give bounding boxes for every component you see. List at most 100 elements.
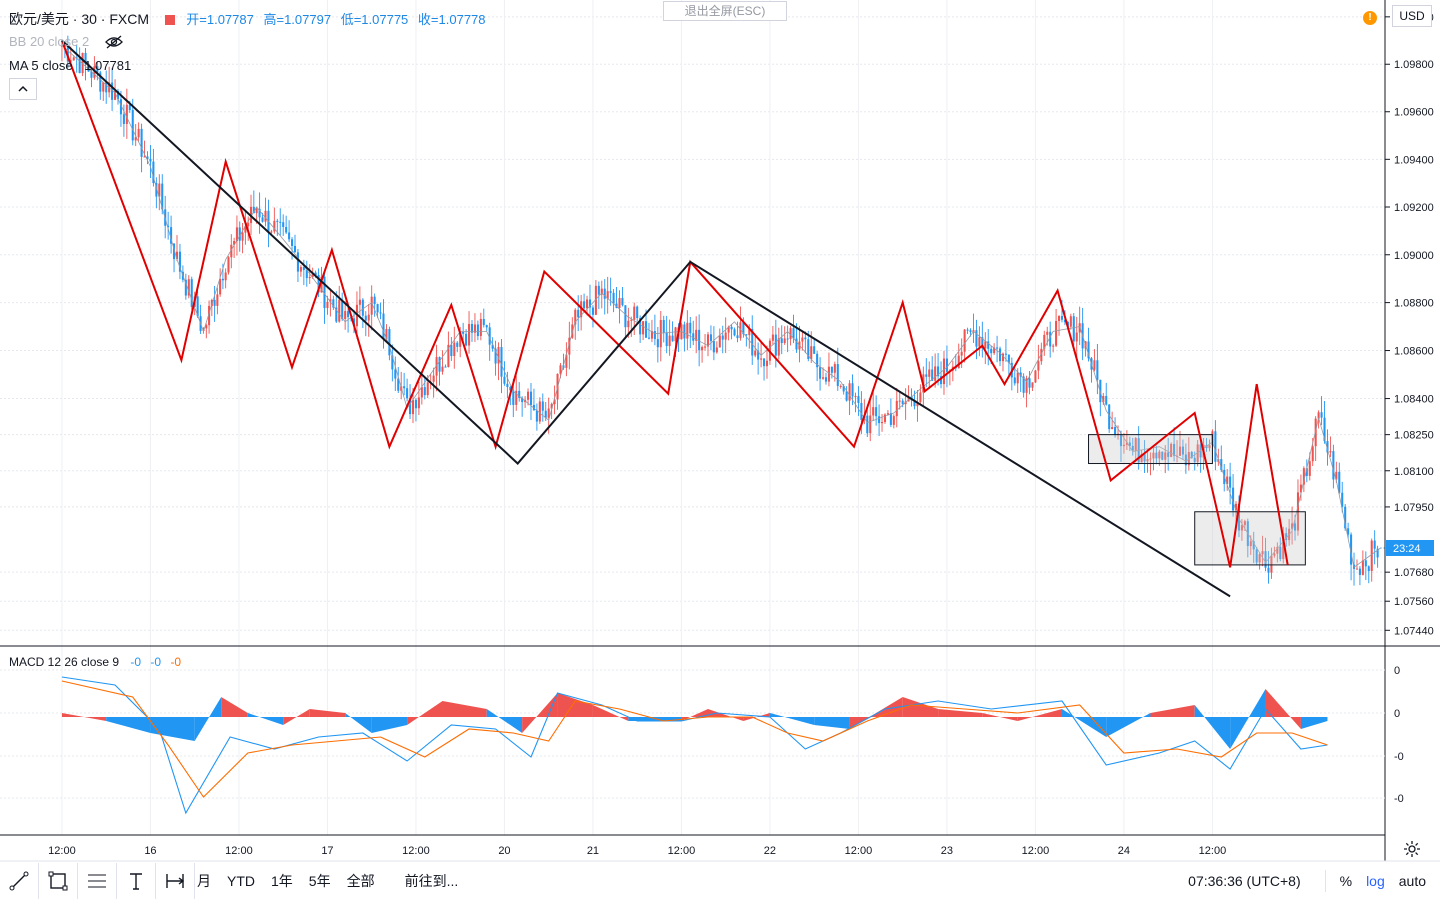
candle-body xyxy=(872,407,875,416)
candle-body xyxy=(423,387,426,396)
candle-body xyxy=(771,334,774,341)
candle-body xyxy=(1057,316,1061,321)
candle-body xyxy=(388,329,391,356)
status-bar: 07:36:36 (UTC+8) % log auto xyxy=(1188,862,1440,900)
candle-body xyxy=(143,156,146,158)
macd-histogram-bar xyxy=(743,713,770,721)
currency-badge[interactable]: USD xyxy=(1392,5,1432,27)
candle-body xyxy=(990,348,993,354)
candle-body xyxy=(1305,468,1308,476)
candle-body xyxy=(417,397,420,409)
candle-body xyxy=(671,335,674,342)
candle-body xyxy=(518,390,521,398)
candle-body xyxy=(323,276,326,308)
macd-histogram-bar xyxy=(902,697,939,717)
candle-body xyxy=(822,377,825,379)
price-tick-label: 1.07560 xyxy=(1394,596,1434,608)
fib-tool-button[interactable] xyxy=(78,863,117,899)
candle-body xyxy=(1279,547,1282,560)
time-tick-label: 21 xyxy=(587,845,599,857)
candle-body xyxy=(1043,334,1046,349)
ma-legend[interactable]: MA 5 close 1.07781 xyxy=(9,58,131,73)
candle-body xyxy=(1049,331,1052,347)
symbol-title[interactable]: 欧元/美元 · 30 · FXCM xyxy=(9,11,150,27)
range-all-button[interactable]: 全部 xyxy=(346,873,375,889)
range-month-button[interactable]: 月 xyxy=(197,873,211,889)
candle-body xyxy=(1367,566,1370,571)
candle-body xyxy=(942,358,946,385)
settings-gear-icon[interactable] xyxy=(1403,840,1421,858)
collapse-legend-button[interactable] xyxy=(9,78,37,100)
time-tick-label: 17 xyxy=(321,845,333,857)
macd-legend[interactable]: MACD 12 26 close 9 -0 -0 -0 xyxy=(9,655,181,669)
time-tick-label: 20 xyxy=(498,845,510,857)
macd-histogram-bar xyxy=(345,713,372,733)
candle-body xyxy=(221,278,224,281)
auto-toggle[interactable]: auto xyxy=(1398,873,1426,889)
price-tick-label: 1.09000 xyxy=(1394,250,1434,262)
candle-body xyxy=(665,332,668,347)
macd-histogram-bar xyxy=(814,717,850,729)
candle-body xyxy=(282,222,285,227)
candle-body xyxy=(170,227,173,244)
bb-legend[interactable]: BB 20 close 2 xyxy=(9,34,123,52)
candle-body xyxy=(925,374,928,377)
exit-fullscreen-button[interactable]: 退出全屏(ESC) xyxy=(663,1,787,21)
range-5y-button[interactable]: 5年 xyxy=(308,873,331,889)
candle-body xyxy=(521,397,524,403)
candle-body xyxy=(1096,360,1099,380)
candle-body xyxy=(317,275,320,293)
candle-body xyxy=(1040,348,1043,362)
candle-body xyxy=(1240,525,1243,531)
candle-body xyxy=(875,407,878,417)
macd-histogram-bar xyxy=(1150,705,1195,717)
candle-body xyxy=(1173,443,1176,456)
candle-body xyxy=(553,399,556,405)
candle-body xyxy=(804,337,807,340)
range-1y-button[interactable]: 1年 xyxy=(271,873,293,889)
candle-body xyxy=(1344,506,1347,529)
trend-line xyxy=(61,39,1231,598)
percent-toggle[interactable]: % xyxy=(1339,873,1353,889)
candle-body xyxy=(760,358,763,360)
candle-body xyxy=(1338,471,1341,493)
range-ytd-button[interactable]: YTD xyxy=(227,873,255,889)
candle-body xyxy=(934,366,937,381)
text-tool-button[interactable] xyxy=(117,863,156,899)
candle-body xyxy=(718,335,721,348)
candle-body xyxy=(116,91,120,100)
ma-line xyxy=(61,45,1381,568)
macd-histogram-bar xyxy=(592,705,629,721)
price-tick-label: 1.08250 xyxy=(1394,430,1434,442)
candle-body xyxy=(1291,523,1294,529)
candle-body xyxy=(84,52,87,64)
candle-body xyxy=(1320,412,1323,418)
candle-body xyxy=(96,66,99,73)
candle-body xyxy=(491,344,494,349)
candle-body xyxy=(698,329,701,351)
candle-body xyxy=(1143,454,1146,462)
candle-body xyxy=(105,82,108,93)
candle-body xyxy=(1114,427,1117,436)
alert-icon[interactable]: ! xyxy=(1363,11,1377,25)
candle-body xyxy=(609,291,612,293)
measure-tool-button[interactable] xyxy=(156,863,195,899)
log-toggle[interactable]: log xyxy=(1366,873,1385,889)
candle-body xyxy=(736,335,739,339)
trendline-tool-button[interactable] xyxy=(0,863,39,899)
rectangle-tool-button[interactable] xyxy=(39,863,78,899)
macd-histogram-bar xyxy=(221,697,248,717)
candle-body xyxy=(695,329,698,341)
goto-button[interactable]: 前往到... xyxy=(404,873,459,889)
candle-body xyxy=(795,338,798,350)
candle-body xyxy=(538,401,541,422)
candle-body xyxy=(468,323,471,346)
candle-body xyxy=(1361,560,1364,575)
candle-body xyxy=(155,183,158,197)
candle-body xyxy=(279,221,282,223)
candle-body xyxy=(783,338,786,344)
eye-off-icon[interactable] xyxy=(104,35,123,52)
candle-body xyxy=(210,300,213,306)
clock[interactable]: 07:36:36 (UTC+8) xyxy=(1188,873,1301,889)
